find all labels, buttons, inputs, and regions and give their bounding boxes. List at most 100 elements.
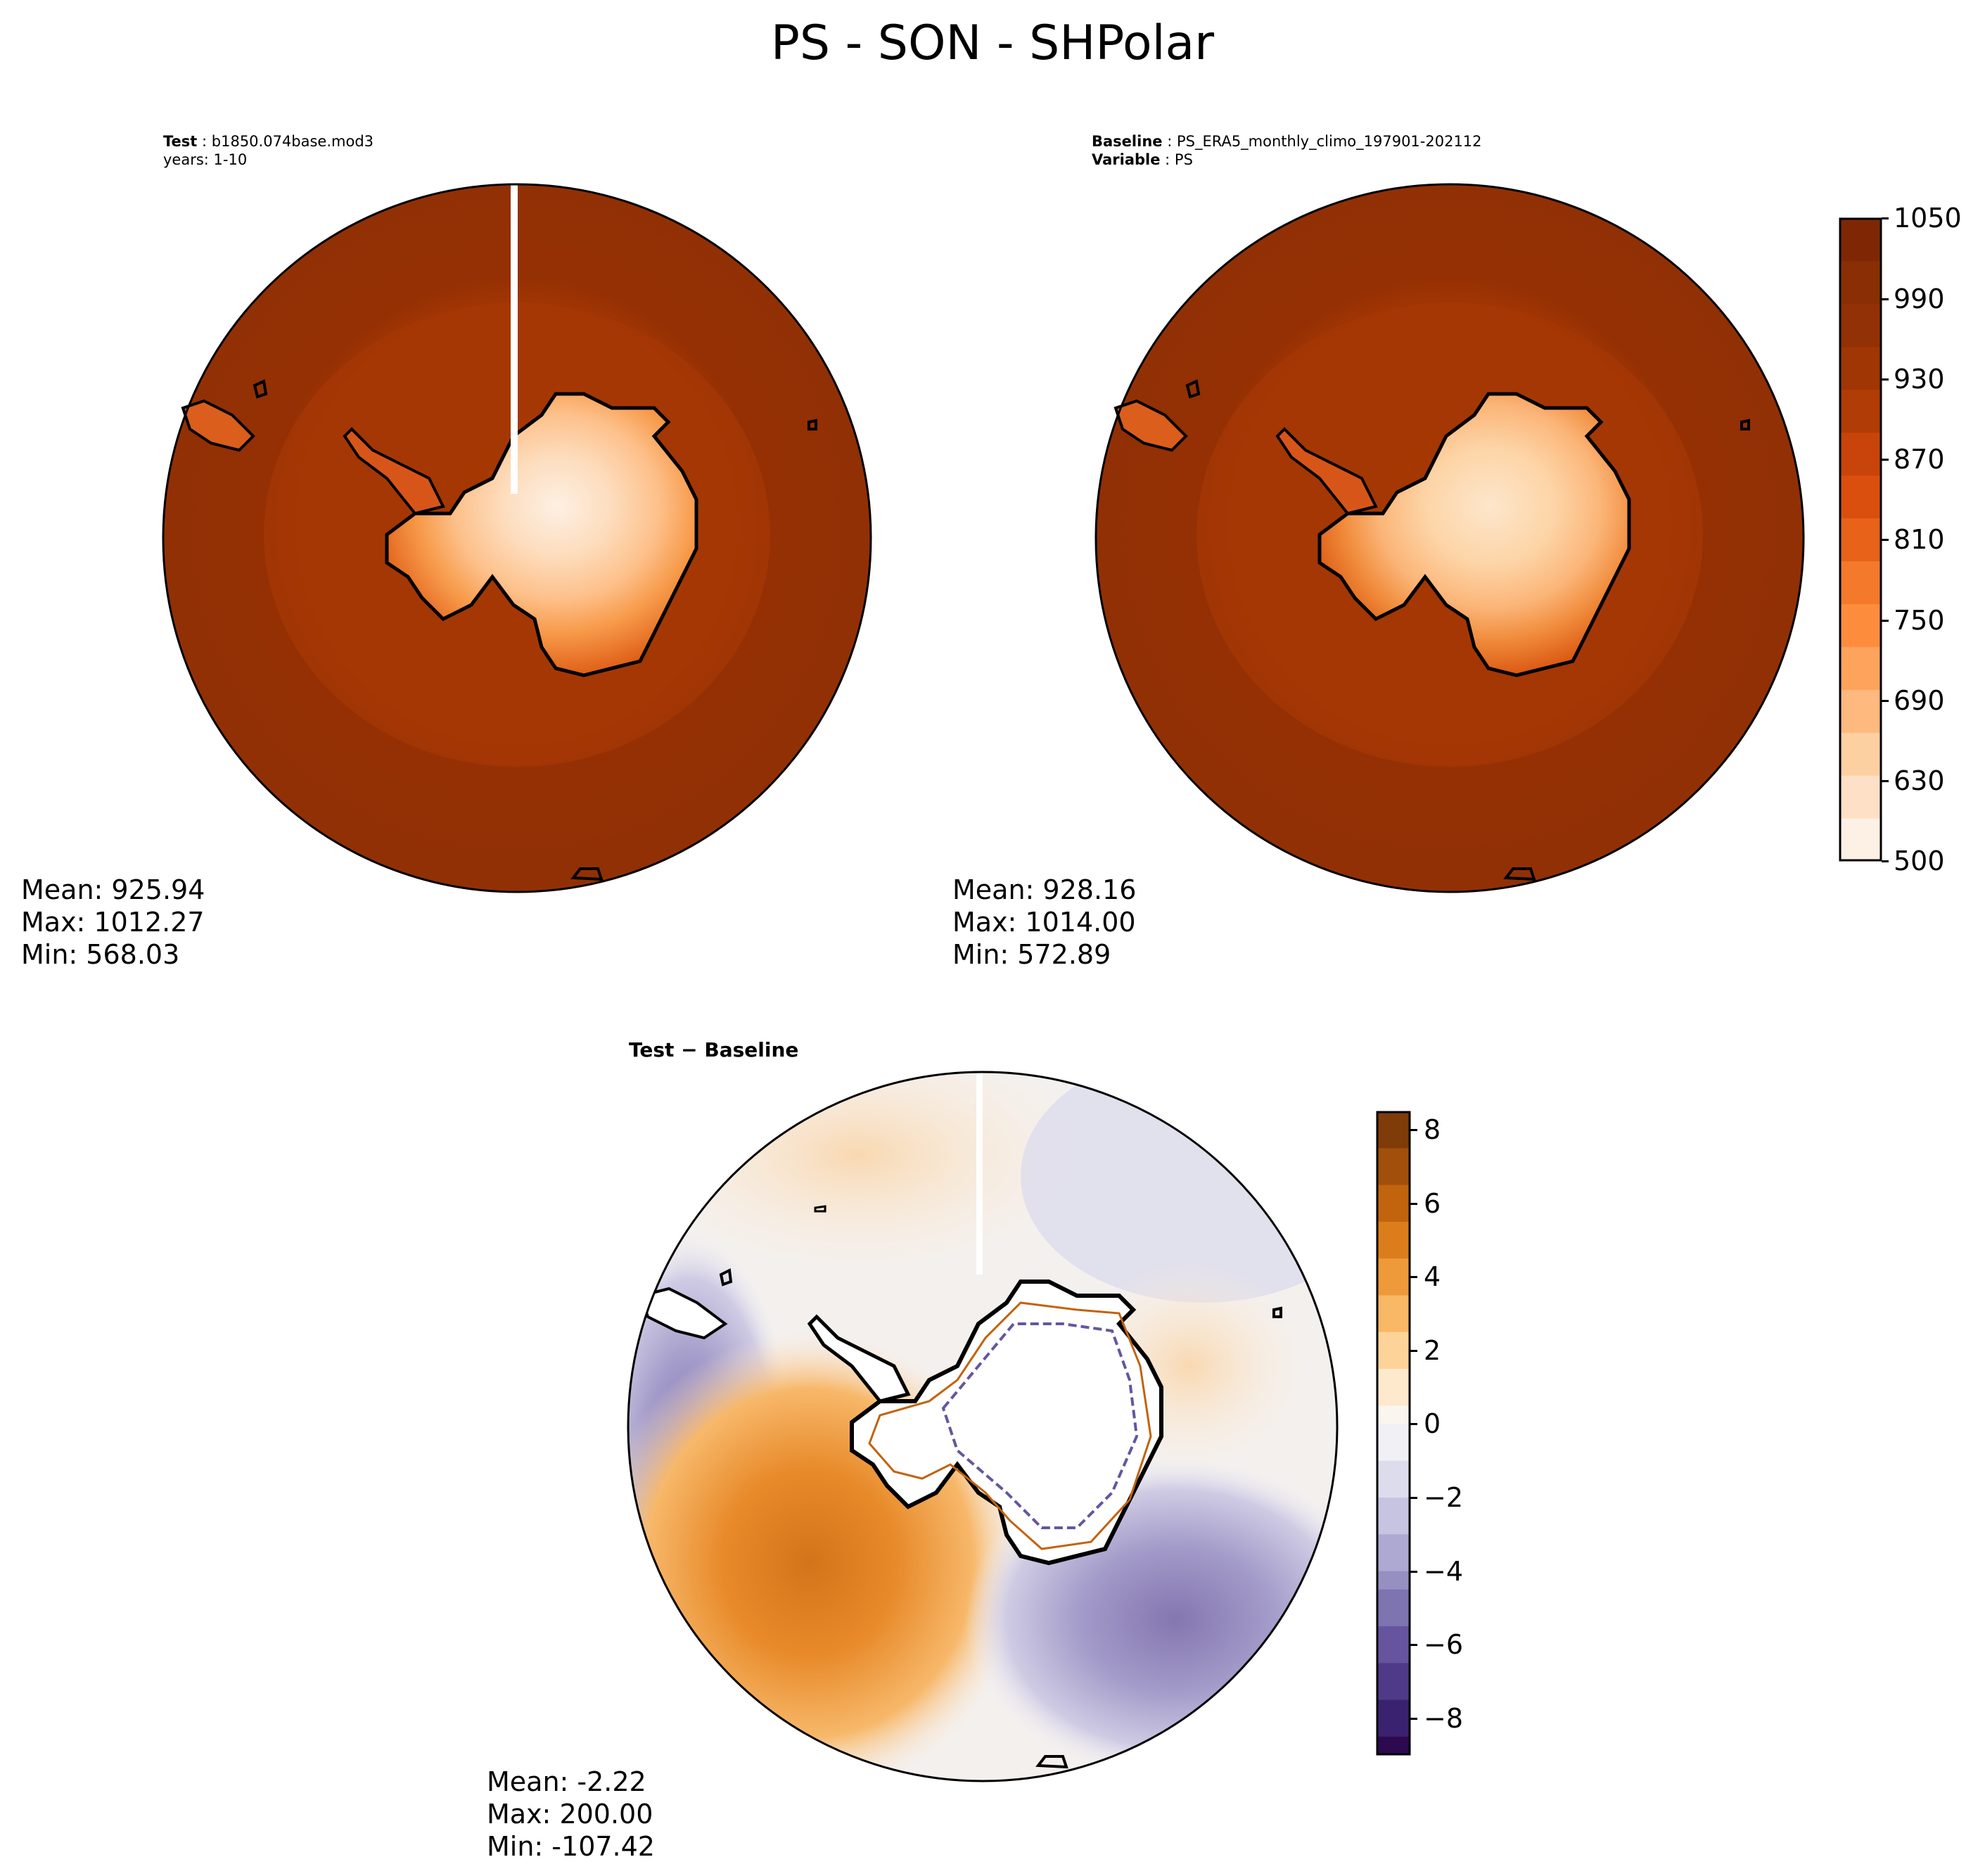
diff-colorbar-segment [1377, 1645, 1410, 1664]
baseline-map [1094, 183, 1805, 893]
main-colorbar-segment [1839, 689, 1882, 733]
test-min: Min: 568.03 [21, 939, 180, 970]
diff-colorbar-segment [1377, 1313, 1410, 1333]
difference-colorbar [1376, 1111, 1411, 1756]
test-mean: Mean: 925.94 [21, 874, 205, 905]
main-colorbar-segment [1839, 604, 1882, 647]
test-label: Test : b1850.074base.mod3 [163, 133, 374, 150]
diff-colorbar-segment [1377, 1369, 1410, 1388]
baseline-max: Max: 1014.00 [952, 907, 1136, 938]
diff-colorbar-segment [1377, 1534, 1410, 1553]
diff-colorbar-tick-mark [1410, 1349, 1417, 1352]
diff-colorbar-tick-mark [1410, 1202, 1417, 1205]
diff-min: Min: -107.42 [487, 1831, 655, 1862]
diff-colorbar-tick-label: −2 [1424, 1482, 1464, 1513]
main-colorbar-segment [1839, 775, 1882, 819]
main-colorbar-tick-mark [1882, 620, 1889, 622]
main-colorbar-tick-mark [1882, 700, 1889, 702]
diff-colorbar-segment [1377, 1185, 1410, 1204]
main-colorbar-tick-label: 750 [1894, 605, 1945, 636]
diff-colorbar-segment [1377, 1405, 1410, 1424]
diff-colorbar-segment [1377, 1111, 1410, 1130]
baseline-label: Baseline : PS_ERA5_monthly_climo_197901-… [1092, 133, 1482, 150]
diff-colorbar-segment [1377, 1130, 1410, 1149]
diff-colorbar-segment [1377, 1571, 1410, 1590]
main-colorbar-segment [1839, 818, 1882, 862]
diff-colorbar-tick-mark [1410, 1129, 1417, 1132]
baseline-stats: Mean: 928.16 Max: 1014.00 Min: 572.89 [952, 874, 1136, 971]
test-years: years: 1-10 [163, 151, 248, 168]
diff-title: Test − Baseline [629, 1038, 799, 1061]
diff-colorbar-tick-mark [1410, 1497, 1417, 1499]
main-colorbar-segment [1839, 646, 1882, 690]
diff-colorbar-segment [1377, 1663, 1410, 1682]
diff-colorbar-tick-label: 6 [1424, 1187, 1441, 1219]
test-peninsula [343, 427, 445, 516]
diff-colorbar-segment [1377, 1424, 1410, 1443]
diff-colorbar-segment [1377, 1240, 1410, 1259]
diff-colorbar-tick-label: −8 [1424, 1702, 1464, 1734]
diff-colorbar-segment [1377, 1516, 1410, 1535]
diff-colorbar-tick-mark [1410, 1717, 1417, 1720]
diff-stats: Mean: -2.22 Max: 200.00 Min: -107.42 [487, 1766, 655, 1863]
main-colorbar [1839, 217, 1882, 862]
diff-colorbar-segment [1377, 1442, 1410, 1462]
main-colorbar-tick-label: 690 [1894, 685, 1945, 716]
diff-colorbar-segment [1377, 1552, 1410, 1572]
diff-max: Max: 200.00 [487, 1799, 653, 1830]
diff-colorbar-segment [1377, 1607, 1410, 1627]
baseline-min: Min: 572.89 [952, 939, 1111, 970]
main-colorbar-segment [1839, 432, 1882, 476]
test-stats: Mean: 925.94 Max: 1012.27 Min: 568.03 [21, 874, 205, 971]
figure-title: PS - SON - SHPolar [770, 15, 1215, 71]
diff-colorbar-segment [1377, 1203, 1410, 1223]
main-colorbar-tick-label: 990 [1894, 283, 1945, 314]
diff-colorbar-tick-label: 0 [1424, 1408, 1441, 1440]
main-colorbar-tick-label: 870 [1894, 444, 1945, 475]
diff-colorbar-tick-label: 2 [1424, 1334, 1441, 1366]
main-colorbar-tick-label: 1050 [1894, 203, 1962, 234]
baseline-peninsula [1275, 427, 1378, 516]
diff-colorbar-segment [1377, 1681, 1410, 1701]
diff-colorbar-segment [1377, 1387, 1410, 1406]
test-header: Test : b1850.074base.mod3 years: 1-10 [163, 132, 374, 169]
difference-map [627, 1071, 1339, 1782]
diff-colorbar-segment [1377, 1699, 1410, 1719]
main-colorbar-tick-mark [1882, 780, 1889, 782]
diff-colorbar-tick-mark [1410, 1570, 1417, 1573]
diff-colorbar-tick-label: −4 [1424, 1555, 1464, 1587]
diff-colorbar-segment [1377, 1332, 1410, 1351]
diff-colorbar-tick-label: 4 [1424, 1261, 1441, 1293]
diff-colorbar-segment [1377, 1350, 1410, 1370]
main-colorbar-segment [1839, 561, 1882, 604]
main-colorbar-tick-mark [1882, 378, 1889, 381]
diff-antarctica [850, 1280, 1163, 1566]
main-colorbar-tick-mark [1882, 539, 1889, 541]
diff-colorbar-segment [1377, 1166, 1410, 1186]
main-colorbar-segment [1839, 389, 1882, 433]
diff-colorbar-segment [1377, 1148, 1410, 1167]
main-colorbar-segment [1839, 218, 1882, 262]
diff-colorbar-segment [1377, 1718, 1410, 1737]
diff-colorbar-segment [1377, 1295, 1410, 1315]
diff-colorbar-segment [1377, 1460, 1410, 1480]
main-colorbar-tick-label: 500 [1894, 846, 1945, 876]
main-colorbar-segment [1839, 303, 1882, 347]
main-colorbar-tick-mark [1882, 298, 1889, 300]
diff-colorbar-segment [1377, 1498, 1410, 1517]
main-colorbar-segment [1839, 518, 1882, 561]
test-max: Max: 1012.27 [21, 907, 205, 938]
main-colorbar-tick-mark [1882, 860, 1889, 862]
main-colorbar-tick-label: 630 [1894, 765, 1945, 796]
diff-colorbar-segment [1377, 1479, 1410, 1498]
baseline-variable: Variable : PS [1092, 151, 1193, 168]
main-colorbar-tick-mark [1882, 459, 1889, 461]
test-antarctica [385, 392, 698, 677]
diff-colorbar-segment [1377, 1589, 1410, 1609]
diff-colorbar-segment [1377, 1277, 1410, 1296]
diff-colorbar-segment [1377, 1736, 1410, 1756]
diff-colorbar-tick-label: 8 [1424, 1114, 1441, 1146]
diff-colorbar-tick-mark [1410, 1644, 1417, 1647]
diff-mean: Mean: -2.22 [487, 1766, 646, 1797]
main-colorbar-tick-label: 930 [1894, 364, 1945, 395]
